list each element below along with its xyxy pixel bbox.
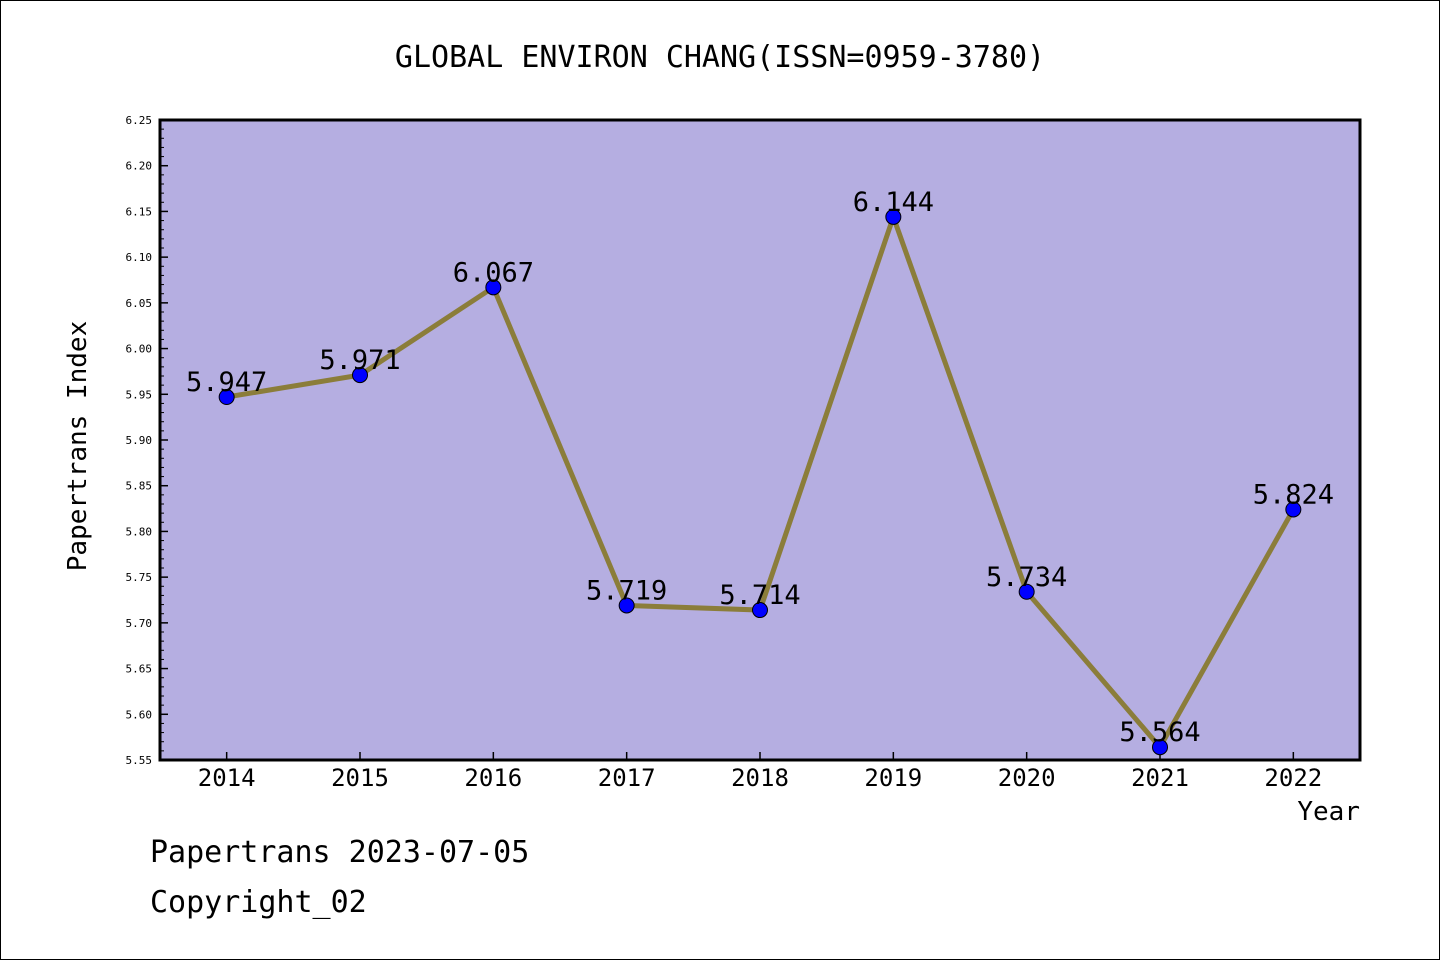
data-label: 5.947 (186, 367, 267, 398)
y-tick-label: 6.25 (126, 114, 153, 127)
y-tick-label: 5.75 (126, 571, 153, 584)
data-labels-group: 5.947 5.971 6.067 5.719 5.714 6.144 5.734 5.564… (186, 187, 1334, 748)
data-point (752, 602, 768, 619)
data-point (618, 597, 635, 614)
y-tick-label: 5.60 (126, 708, 153, 721)
y-axis: 5.55 5.60 5.65 5.70 5.75 5.80 5.85 5.90 5.95 6.00… (126, 114, 168, 767)
footer-date: Papertrans 2023-07-05 (150, 835, 530, 870)
x-axis-title: Year (1297, 797, 1360, 827)
data-point (885, 208, 902, 225)
data-label: 5.824 (1253, 479, 1334, 510)
data-point (1152, 739, 1168, 756)
y-tick-label: 6.05 (126, 297, 153, 310)
y-tick-label: 5.80 (126, 525, 153, 538)
y-tick-label: 5.55 (126, 754, 153, 767)
x-tick-label: 2014 (198, 764, 256, 792)
x-tick-label: 2015 (331, 764, 389, 792)
x-tick-label: 2018 (731, 764, 789, 792)
data-label: 5.564 (1119, 717, 1200, 748)
data-points-group (218, 208, 1302, 756)
x-tick-label: 2017 (598, 764, 656, 792)
y-tick-label: 6.00 (126, 343, 153, 356)
data-label: 5.714 (719, 580, 800, 611)
x-tick-label: 2022 (1264, 764, 1322, 792)
data-point (1018, 583, 1035, 600)
y-tick-label: 6.20 (126, 160, 153, 173)
data-point (218, 389, 235, 406)
data-point (1285, 501, 1302, 518)
data-label: 5.971 (319, 345, 400, 376)
y-tick-label: 5.90 (126, 434, 153, 447)
data-label: 5.734 (986, 562, 1067, 593)
y-tick-label: 6.10 (126, 251, 153, 264)
x-axis: 2014 2015 2016 2017 2018 2019 2020 2021 2022 (198, 752, 1322, 792)
y-axis-title: Papertrans Index (63, 321, 93, 571)
y-tick-label: 5.65 (126, 663, 153, 676)
plot-area (158, 118, 1362, 762)
data-label: 5.719 (586, 575, 667, 606)
x-tick-label: 2021 (1131, 764, 1189, 792)
footer-copyright: Copyright_02 (150, 885, 367, 920)
data-point (485, 279, 502, 296)
chart-title: GLOBAL ENVIRON CHANG(ISSN=0959-3780) (395, 40, 1045, 75)
x-tick-label: 2019 (864, 764, 922, 792)
data-label: 6.067 (453, 257, 534, 288)
y-tick-label: 5.95 (126, 388, 153, 401)
x-tick-label: 2020 (998, 764, 1056, 792)
data-point (352, 367, 368, 384)
y-tick-label: 6.15 (126, 205, 153, 218)
y-tick-label: 5.85 (126, 480, 153, 493)
data-label: 6.144 (853, 187, 934, 218)
y-tick-label: 5.70 (126, 617, 153, 630)
x-tick-label: 2016 (464, 764, 522, 792)
